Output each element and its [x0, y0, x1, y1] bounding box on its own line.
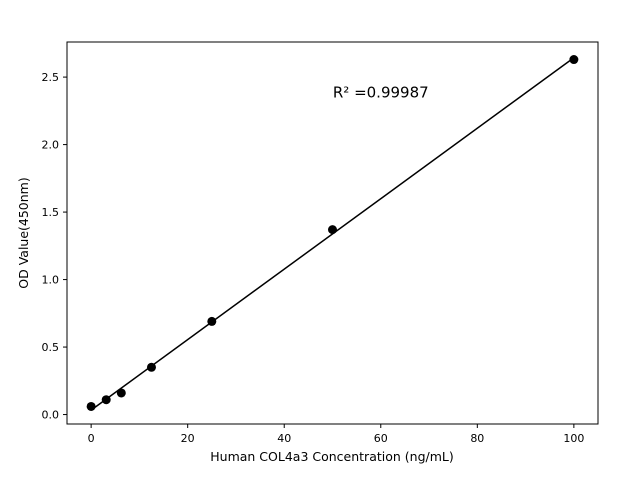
y-tick-label: 1.5 — [42, 206, 60, 219]
data-point — [146, 362, 156, 372]
x-tick-label: 80 — [470, 432, 484, 445]
y-tick-label: 2.5 — [42, 71, 60, 84]
r-squared-annotation: R² =0.99987 — [333, 83, 429, 101]
data-point — [569, 55, 579, 65]
data-point — [86, 401, 96, 411]
plot-area: 0 20 40 60 80 100 0.0 0.5 1.0 1.5 2.0 2.5 — [42, 41, 599, 445]
data-point — [328, 225, 337, 235]
y-tick-label: 1.0 — [42, 274, 60, 287]
y-axis-label: OD Value(450nm) — [16, 177, 31, 288]
x-tick-label: 60 — [374, 432, 388, 445]
x-tick-label: 100 — [563, 432, 584, 445]
y-tick-label: 0.5 — [42, 341, 60, 354]
data-point — [101, 395, 111, 405]
x-tick-label: 40 — [277, 432, 291, 445]
data-point — [207, 316, 217, 326]
x-axis-label: Human COL4a3 Concentration (ng/mL) — [210, 449, 454, 464]
x-tick-label: 0 — [88, 432, 95, 445]
x-tick-label: 20 — [181, 432, 195, 445]
data-point — [116, 388, 126, 398]
axes-box — [66, 41, 599, 425]
y-tick-label: 2.0 — [42, 139, 60, 152]
y-tick-label: 0.0 — [42, 409, 60, 422]
